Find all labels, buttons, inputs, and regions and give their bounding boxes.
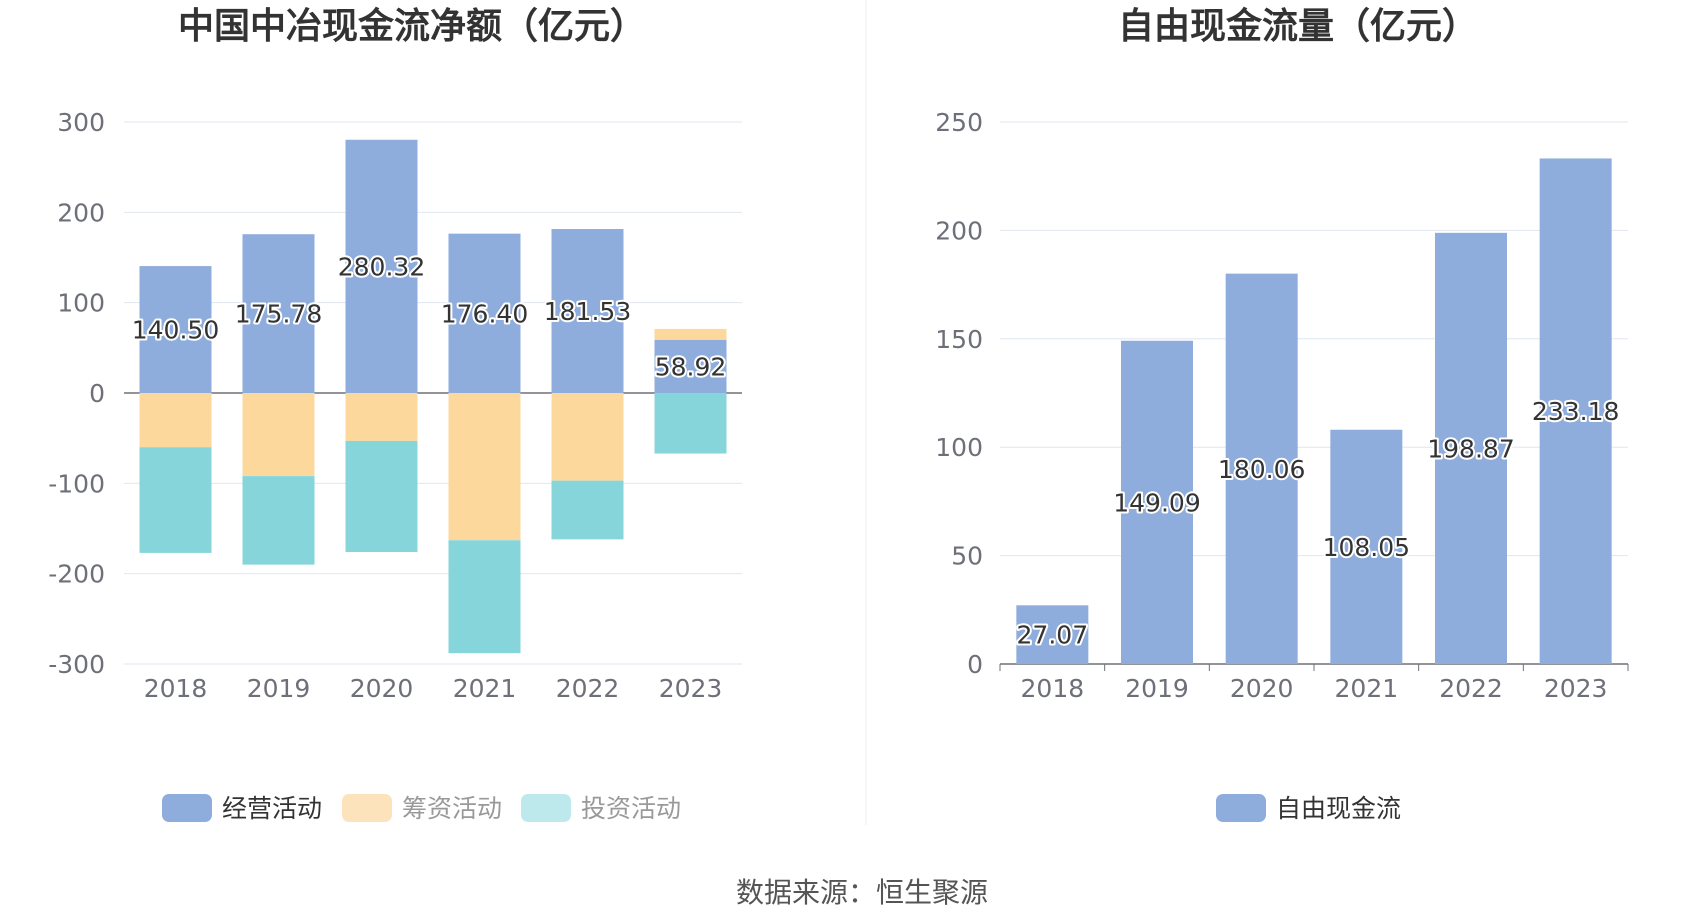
x-tick-label: 2018 <box>1021 674 1085 703</box>
x-tick-label: 2020 <box>1230 674 1294 703</box>
bar-自由现金流 <box>1121 340 1193 664</box>
bar-经营活动 <box>139 266 212 393</box>
x-tick-label: 2018 <box>144 674 208 703</box>
data-label: 198.87 <box>1427 434 1514 463</box>
chart-title: 自由现金流量（亿元） <box>1118 5 1478 47</box>
bar-自由现金流 <box>1016 605 1089 664</box>
x-tick-label: 2021 <box>453 674 517 703</box>
y-tick-label: 0 <box>967 650 983 679</box>
y-tick-label: 100 <box>57 289 105 318</box>
data-label: 181.53 <box>544 297 631 326</box>
y-tick-label: -300 <box>48 650 105 679</box>
bar-投资活动 <box>654 393 727 454</box>
bar-投资活动 <box>139 447 212 553</box>
x-tick-label: 2019 <box>1125 674 1189 703</box>
y-tick-label: -100 <box>48 469 105 498</box>
data-label: 280.32 <box>338 252 425 281</box>
x-tick-label: 2023 <box>1544 674 1608 703</box>
bar-筹资活动 <box>345 393 418 441</box>
bar-经营活动 <box>345 139 418 393</box>
x-tick-label: 2020 <box>350 674 414 703</box>
y-tick-label: -200 <box>48 560 105 589</box>
data-source-note: 数据来源：恒生聚源 <box>736 876 988 909</box>
bar-自由现金流 <box>1539 158 1612 664</box>
data-label: 176.40 <box>441 299 528 328</box>
x-tick-label: 2022 <box>556 674 620 703</box>
y-tick-label: 50 <box>951 542 983 571</box>
bar-筹资活动 <box>551 393 624 481</box>
y-tick-label: 250 <box>935 108 983 137</box>
legend-swatch <box>342 794 392 822</box>
bar-投资活动 <box>242 476 315 565</box>
legend-swatch <box>521 794 571 822</box>
y-tick-label: 200 <box>57 198 105 227</box>
bar-投资活动 <box>551 480 624 540</box>
chart-title: 中国中冶现金流净额（亿元） <box>178 5 646 47</box>
bar-自由现金流 <box>1435 232 1507 664</box>
bar-经营活动 <box>654 339 727 393</box>
x-tick-label: 2022 <box>1439 674 1503 703</box>
free-cash-flow-chart: 自由现金流量（亿元） 250 200 150 100 50 0 2018 2019 2020 202… <box>935 5 1629 823</box>
legend-swatch <box>162 794 212 822</box>
y-tick-label: 150 <box>935 325 983 354</box>
x-tick-label: 2023 <box>659 674 723 703</box>
data-label: 58.92 <box>655 352 727 381</box>
bar-投资活动 <box>448 540 521 654</box>
bar-筹资活动 <box>654 328 727 340</box>
legend-label: 筹资活动 <box>402 794 502 823</box>
data-label: 149.09 <box>1113 488 1200 517</box>
data-label: 140.50 <box>132 316 219 345</box>
y-tick-label: 300 <box>57 108 105 137</box>
bar-经营活动 <box>242 234 315 393</box>
y-tick-label: 200 <box>935 216 983 245</box>
bar-筹资活动 <box>242 393 315 477</box>
x-tick-label: 2019 <box>247 674 311 703</box>
bar-筹资活动 <box>139 393 212 448</box>
cash-flow-net-chart: 中国中冶现金流净额（亿元） 300 200 100 0 -100 -200 -300 2018 2… <box>48 5 742 823</box>
bar-筹资活动 <box>448 393 521 541</box>
legend-label: 经营活动 <box>222 794 322 823</box>
data-label: 233.18 <box>1532 397 1619 426</box>
bar-投资活动 <box>345 440 418 552</box>
bar-经营活动 <box>551 229 624 393</box>
bar-自由现金流 <box>1330 429 1403 664</box>
x-tick-label: 2021 <box>1335 674 1399 703</box>
data-label: 27.07 <box>1017 621 1089 650</box>
y-tick-label: 0 <box>89 379 105 408</box>
data-label: 108.05 <box>1323 533 1410 562</box>
legend-label: 投资活动 <box>581 794 681 823</box>
legend-label: 自由现金流 <box>1276 794 1401 823</box>
bar-经营活动 <box>448 233 521 393</box>
data-label: 175.78 <box>235 300 322 329</box>
y-tick-label: 100 <box>935 433 983 462</box>
data-label: 180.06 <box>1218 455 1305 484</box>
legend-swatch <box>1216 794 1266 822</box>
bar-自由现金流 <box>1225 273 1298 664</box>
